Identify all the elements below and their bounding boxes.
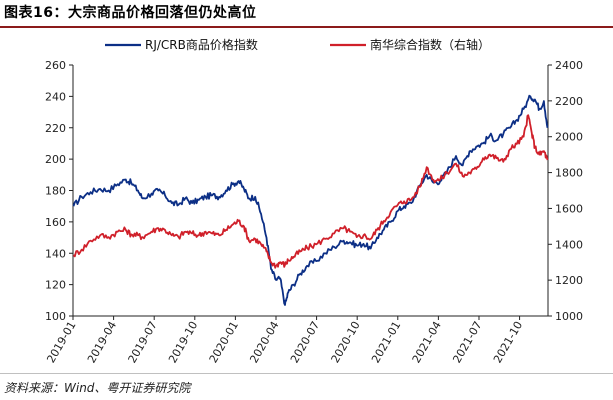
crb-index-line [72,94,549,306]
bottom-rule [0,373,613,374]
x-tick-label: 2021-04 [410,319,444,365]
left-tick-label: 180 [45,185,66,198]
left-tick-label: 220 [45,122,66,135]
x-tick-label: 2021-07 [450,319,484,365]
x-tick-label: 2019-07 [126,319,160,365]
x-tick-label: 2021-10 [491,319,525,365]
x-tick-label: 2019-04 [85,319,119,365]
right-tick-label: 2200 [555,95,583,108]
x-tick-label: 2020-10 [329,319,363,365]
nanhua-index-line [72,114,549,269]
left-tick-label: 260 [45,59,66,72]
left-tick-label: 140 [45,247,66,260]
figure-title: 图表16：大宗商品价格回落但仍处高位 [4,5,257,21]
title-rule [0,26,613,28]
x-tick-label: 2021-01 [369,319,403,365]
commodity-price-chart: RJ/CRB商品价格指数 南华综合指数（右轴） 100 120 140 160 180 20… [44,37,583,365]
left-tick-label: 120 [45,279,66,292]
x-tick-label: 2020-01 [207,319,241,365]
right-tick-label: 1200 [555,274,583,287]
x-tick-label: 2019-10 [166,319,200,365]
right-tick-label: 1400 [555,238,583,251]
chart-legend: RJ/CRB商品价格指数 南华综合指数（右轴） [105,37,490,52]
right-tick-label: 1800 [555,167,583,180]
right-tick-label: 2400 [555,59,583,72]
right-tick-label: 1600 [555,202,583,215]
figure-source: 资料来源：Wind、粤开证券研究院 [4,381,191,395]
x-tick-label: 2019-01 [44,319,78,365]
right-tick-label: 2000 [555,131,583,144]
chart-axes: 100 120 140 160 180 200 220 240 260 1000 1200 1400 1… [44,59,583,365]
right-tick-label: 1000 [555,310,583,323]
left-tick-label: 240 [45,90,66,103]
left-tick-label: 200 [45,153,66,166]
legend-label-nanhua: 南华综合指数（右轴） [370,37,490,52]
left-tick-label: 160 [45,216,66,229]
x-tick-label: 2020-04 [247,319,281,365]
left-tick-label: 100 [45,310,66,323]
chart-series-layer [72,94,549,306]
x-tick-label: 2020-07 [288,319,322,365]
legend-label-crb: RJ/CRB商品价格指数 [145,37,258,52]
